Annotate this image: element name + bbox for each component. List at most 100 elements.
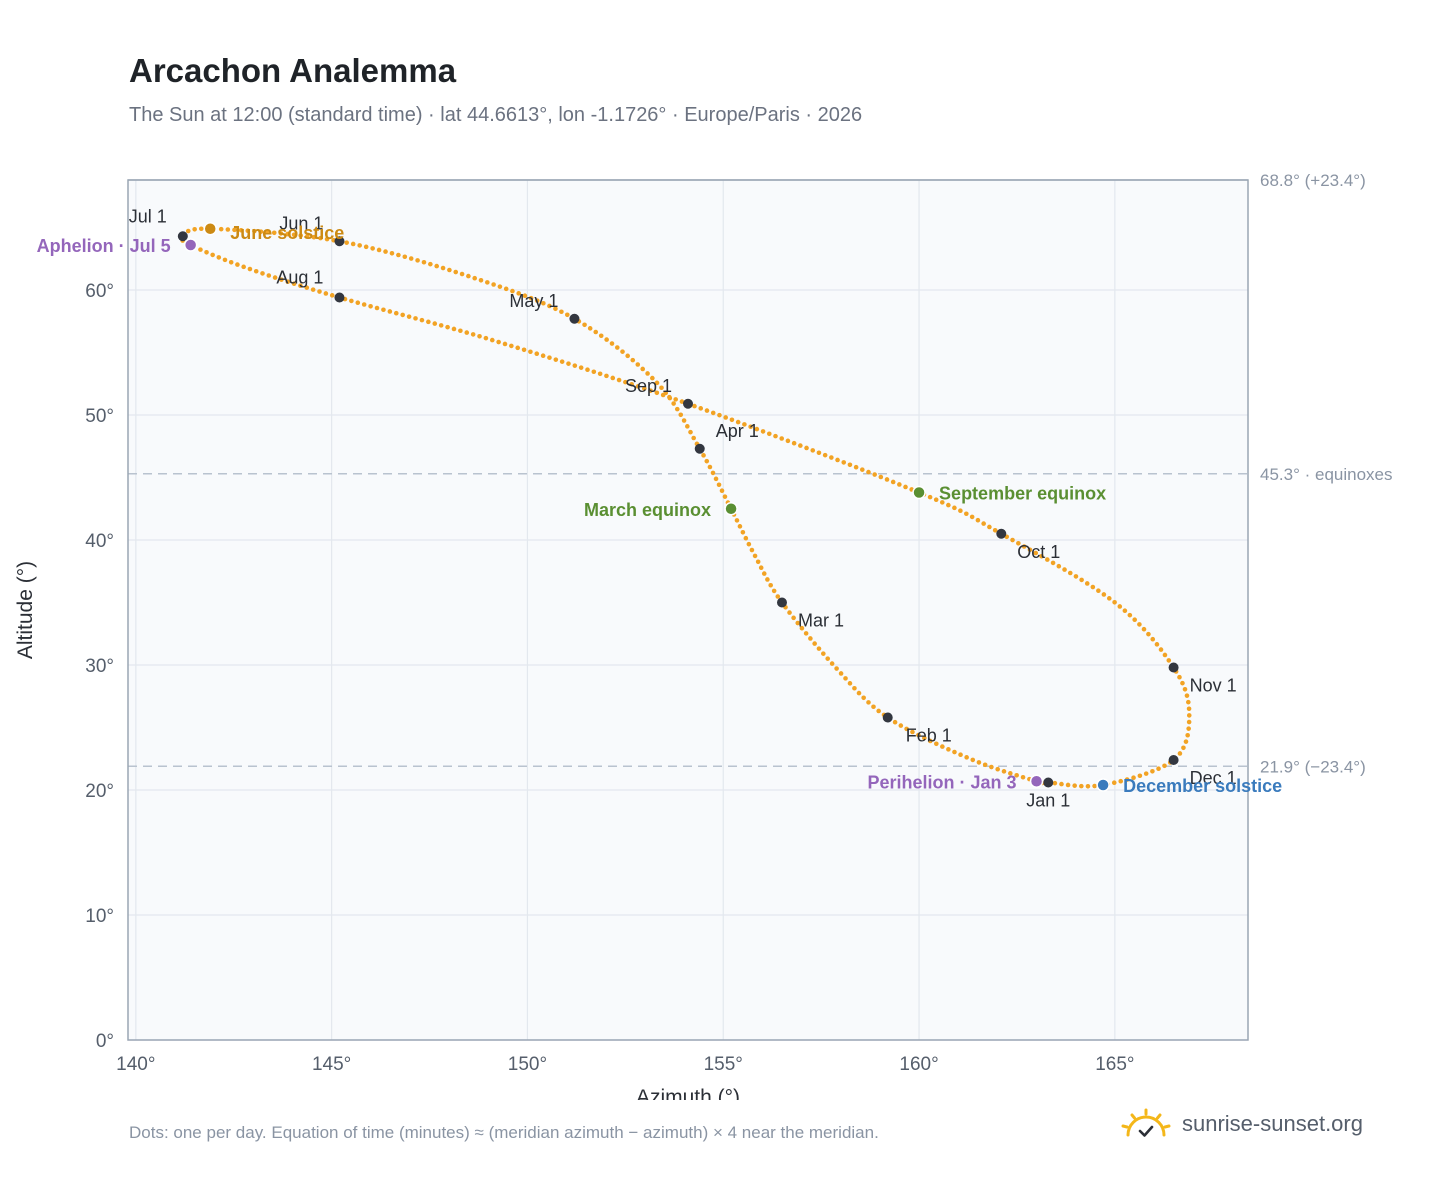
daily-sun-dot	[735, 419, 741, 425]
daily-sun-dot	[1062, 567, 1067, 572]
daily-sun-dot	[871, 704, 876, 710]
daily-sun-dot	[940, 744, 945, 749]
daily-sun-dot	[509, 343, 514, 349]
daily-sun-dot	[822, 452, 828, 458]
daily-sun-dot	[272, 275, 278, 280]
month-marker-label: Jan 1	[1026, 791, 1070, 811]
daily-sun-dot	[453, 269, 459, 275]
sunrise-logo-icon	[1121, 1108, 1171, 1137]
daily-sun-dot	[1014, 773, 1019, 778]
daily-sun-dot	[598, 333, 604, 339]
daily-sun-dot	[740, 529, 746, 535]
daily-sun-dot	[245, 228, 251, 233]
daily-sun-dot	[1132, 617, 1137, 622]
daily-sun-dot	[1106, 596, 1112, 601]
daily-sun-dot	[952, 505, 957, 511]
daily-sun-dot	[754, 426, 760, 432]
daily-sun-dot	[497, 284, 503, 289]
daily-sun-dot	[1143, 771, 1149, 776]
daily-sun-dot	[1067, 570, 1073, 576]
event-marker-dot	[1096, 778, 1110, 792]
daily-sun-dot	[304, 285, 310, 290]
daily-sun-dot	[232, 227, 237, 233]
daily-sun-dot	[629, 381, 634, 387]
daily-sun-dot	[1033, 550, 1039, 556]
daily-sun-dot	[483, 335, 489, 341]
daily-sun-dot	[349, 298, 354, 304]
daily-sun-dot	[1079, 577, 1084, 583]
y-tick-label: 0°	[96, 1031, 114, 1052]
event-marker-dot	[724, 502, 738, 516]
daily-sun-dot	[426, 319, 431, 325]
month-marker-dot	[1168, 755, 1179, 765]
daily-sun-dot	[1001, 769, 1007, 774]
daily-sun-dot	[1065, 782, 1071, 788]
daily-sun-dot	[298, 283, 303, 289]
daily-sun-dot	[604, 337, 609, 342]
daily-sun-dot	[318, 235, 323, 241]
daily-sun-dot	[688, 429, 693, 435]
daily-sun-dot	[791, 615, 796, 621]
daily-sun-dot	[1186, 713, 1192, 718]
y-tick-label: 30°	[85, 656, 114, 677]
daily-sun-dot	[1177, 751, 1183, 756]
daily-sun-dot	[1010, 537, 1015, 543]
daily-sun-dot	[1118, 778, 1124, 784]
daily-sun-dot	[674, 406, 680, 412]
daily-sun-dot	[958, 752, 963, 757]
daily-sun-dot	[946, 747, 951, 752]
daily-sun-dot	[829, 455, 834, 460]
daily-sun-dot	[976, 760, 982, 765]
event-markers: June solstice Aphelion · Jul 5 March equin…	[37, 222, 1282, 796]
month-marker-label: Feb 1	[906, 726, 952, 746]
month-marker-dot	[776, 597, 787, 608]
y-tick-label: 50°	[85, 406, 114, 427]
daily-sun-dot	[625, 353, 630, 359]
y-axis-label: Altitude (°)	[14, 561, 37, 659]
daily-sun-dot	[587, 326, 593, 331]
month-marker-label: Mar 1	[798, 611, 844, 631]
daily-sun-dot	[593, 329, 599, 335]
daily-sun-dot	[235, 262, 240, 267]
month-marker-label: May 1	[509, 291, 558, 311]
daily-sun-dot	[641, 386, 647, 391]
daily-sun-dot	[210, 252, 215, 258]
daily-sun-dot	[707, 464, 713, 470]
daily-sun-dot	[222, 257, 228, 263]
daily-sun-dot	[752, 553, 758, 559]
month-marker-dot	[683, 398, 693, 409]
y-tick-label: 20°	[85, 781, 114, 802]
daily-sun-dot	[238, 227, 244, 233]
event-marker-dot	[203, 222, 217, 236]
daily-sun-dot	[847, 681, 853, 686]
daily-sun-dot	[415, 258, 420, 263]
daily-sun-dot	[995, 766, 1000, 772]
daily-sun-dot	[746, 541, 752, 547]
daily-sun-dot	[808, 636, 813, 641]
daily-sun-dot	[1137, 773, 1143, 779]
daily-sun-dot	[1177, 674, 1182, 680]
daily-sun-dot	[1085, 783, 1091, 789]
daily-sun-dot	[685, 424, 690, 429]
daily-sun-dot	[692, 403, 697, 409]
daily-sun-dot	[541, 300, 546, 306]
daily-sun-dot	[559, 359, 565, 364]
daily-sun-dot	[992, 527, 998, 533]
daily-sun-dot	[1184, 693, 1190, 698]
daily-sun-dot	[765, 577, 770, 582]
brand[interactable]: sunrise-sunset.org	[1120, 1104, 1363, 1144]
daily-sun-dot	[609, 341, 615, 346]
daily-sun-dot	[1050, 560, 1056, 566]
event-marker-label: September equinox	[939, 484, 1106, 504]
daily-sun-dot	[260, 271, 265, 276]
daily-sun-dot	[916, 732, 921, 738]
daily-sun-dot	[406, 314, 412, 319]
daily-sun-dot	[400, 312, 405, 318]
daily-sun-dot	[825, 656, 831, 661]
daily-sun-dot	[635, 384, 641, 389]
daily-sun-dot	[716, 482, 722, 488]
daily-sun-dot	[350, 241, 356, 247]
daily-sun-dot	[1156, 766, 1161, 772]
daily-sun-dot	[1079, 783, 1084, 789]
daily-sun-dot	[1072, 783, 1077, 788]
